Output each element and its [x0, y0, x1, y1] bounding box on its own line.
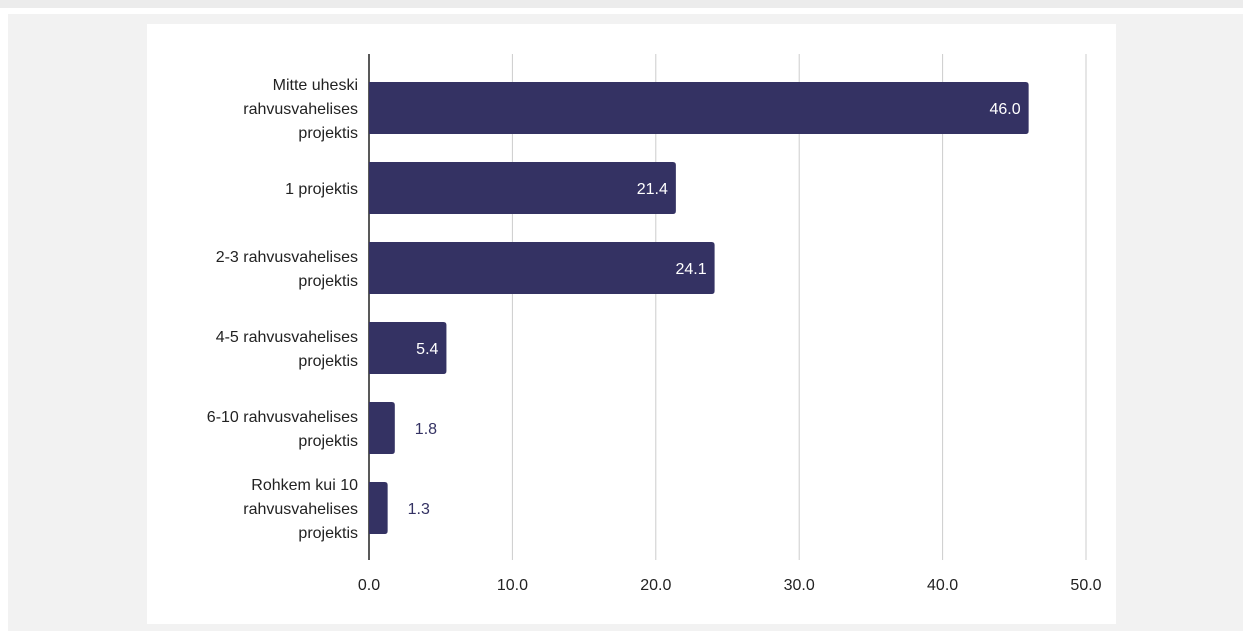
category-label: Mitte uheski rahvusvahelises projektis: [243, 77, 358, 142]
category-label-line: projektis: [298, 125, 358, 142]
category-label-line: Mitte uheski: [273, 77, 358, 94]
top-bar: [0, 0, 1243, 8]
value-label: 24.1: [675, 261, 706, 278]
category-label-line: 6-10 rahvusvahelises: [207, 409, 358, 426]
category-label-line: 2-3 rahvusvahelises: [216, 249, 358, 266]
bar: [369, 242, 715, 294]
category-label-line: 4-5 rahvusvahelises: [216, 329, 358, 346]
bar: [369, 482, 388, 534]
x-tick-label: 50.0: [1070, 577, 1101, 594]
category-label-line: 1 projektis: [285, 181, 358, 198]
x-tick-label: 0.0: [358, 577, 380, 594]
x-tick-label: 30.0: [784, 577, 815, 594]
category-label: 4-5 rahvusvahelises projektis: [216, 329, 358, 370]
value-label: 46.0: [989, 101, 1020, 118]
category-label: 6-10 rahvusvahelises projektis: [207, 409, 358, 450]
value-label: 5.4: [416, 341, 438, 358]
x-tick-label: 20.0: [640, 577, 671, 594]
category-label-line: rahvusvahelises: [243, 501, 358, 518]
bar: [369, 162, 676, 214]
x-tick-label: 10.0: [497, 577, 528, 594]
bar: [369, 82, 1029, 134]
x-tick-label: 40.0: [927, 577, 958, 594]
value-label: 1.8: [415, 421, 437, 438]
category-label: 2-3 rahvusvahelises projektis: [216, 249, 358, 290]
category-label: 1 projektis: [285, 181, 358, 198]
value-label: 1.3: [408, 501, 430, 518]
category-label-line: rahvusvahelises: [243, 101, 358, 118]
category-label-line: Rohkem kui 10: [251, 477, 358, 494]
category-label-line: projektis: [298, 525, 358, 542]
category-label-line: projektis: [298, 353, 358, 370]
bar: [369, 322, 447, 374]
category-label-line: projektis: [298, 273, 358, 290]
bar: [369, 402, 395, 454]
value-label: 21.4: [637, 181, 668, 198]
category-label-line: projektis: [298, 433, 358, 450]
category-label: Rohkem kui 10 rahvusvahelises projektis: [243, 477, 358, 542]
